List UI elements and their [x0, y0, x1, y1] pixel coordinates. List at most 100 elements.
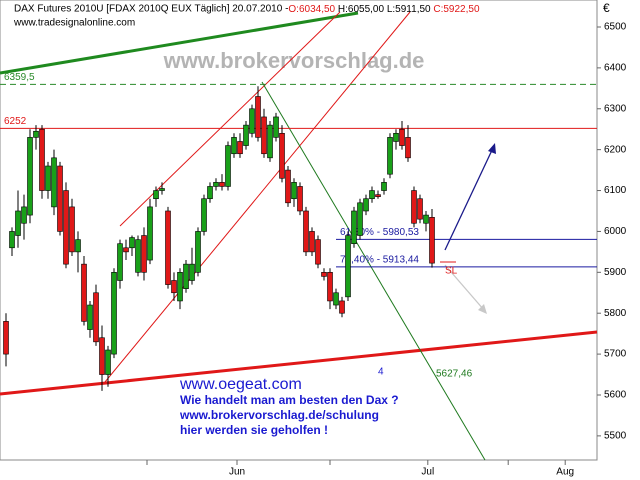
y-tick-label: 5600	[604, 390, 627, 401]
candle-body	[237, 141, 243, 155]
candle-body	[381, 182, 387, 191]
candle-body	[225, 145, 231, 187]
arrow-head	[478, 304, 487, 314]
y-tick-label: 6000	[604, 226, 627, 237]
trendline	[261, 81, 486, 461]
header-value: O:6034,50	[288, 4, 335, 15]
candle-body	[9, 231, 15, 249]
candle-body	[387, 137, 393, 175]
y-tick-label: 6500	[604, 22, 627, 33]
level-label: 6252	[4, 116, 27, 127]
candle-body	[213, 182, 219, 187]
candle-body	[297, 186, 303, 212]
candle-body	[351, 210, 357, 244]
candle-body	[423, 214, 429, 224]
candle-body	[81, 263, 87, 322]
wave-label: 4	[378, 367, 384, 378]
candle-body	[285, 169, 291, 204]
note: hier werden sie geholfen !	[180, 423, 328, 437]
candle-body	[363, 198, 369, 212]
candle-body	[393, 132, 399, 142]
candle-body	[93, 292, 99, 343]
candle-body	[339, 300, 345, 314]
channel-line	[104, 11, 411, 383]
candle-body	[153, 190, 159, 200]
y-tick-label: 5900	[604, 267, 627, 278]
note: Wie handelt man am besten den Dax ?	[180, 393, 399, 407]
candle-body	[375, 194, 381, 197]
candle-body	[165, 210, 171, 285]
level-label: 76,40% - 5913,44	[340, 254, 419, 265]
currency: €	[603, 1, 610, 15]
candle-body	[321, 272, 327, 277]
candle-body	[99, 337, 105, 375]
y-tick-label: 6200	[604, 144, 627, 155]
y-tick-label: 6100	[604, 185, 627, 196]
candle-body	[171, 280, 177, 294]
trendline	[0, 11, 359, 75]
candle-body	[87, 304, 93, 330]
y-tick-label: 6400	[604, 63, 627, 74]
header: DAX Futures 2010U [FDAX 2010Q EUX Täglic…	[14, 4, 480, 15]
candle-body	[399, 128, 405, 146]
candle-body	[39, 128, 45, 191]
candle-body	[111, 272, 117, 355]
candle-body	[201, 198, 207, 232]
candle-body	[357, 202, 363, 236]
candle-body	[183, 263, 189, 289]
level-label: 61,80% - 5980,53	[340, 227, 419, 238]
candle-body	[75, 239, 81, 253]
candle-body	[195, 231, 201, 273]
header-value: H:6055,00	[335, 4, 384, 15]
candle-body	[417, 198, 423, 220]
candle-body	[273, 116, 279, 138]
candle-body	[429, 217, 435, 264]
source: www.tradesignalonline.com	[13, 18, 135, 29]
candle-body	[267, 124, 273, 159]
candle-body	[177, 272, 183, 302]
candle-body	[141, 235, 147, 273]
candle-body	[117, 243, 123, 281]
candle-body	[261, 116, 267, 155]
candle-body	[147, 206, 153, 261]
candle-body	[291, 182, 297, 200]
y-tick-label: 5500	[604, 431, 627, 442]
candle-body	[327, 272, 333, 302]
y-tick-label: 5800	[604, 308, 627, 319]
candle-body	[3, 321, 9, 355]
candle-body	[27, 137, 33, 216]
candle-body	[57, 165, 63, 232]
candle-body	[45, 165, 51, 191]
candle-body	[255, 96, 261, 138]
candle-body	[21, 206, 27, 224]
candle-body	[315, 239, 321, 265]
note: www.brokervorschlag.de/schulung	[179, 408, 379, 422]
candle-body	[123, 247, 129, 253]
candle-body	[69, 206, 75, 253]
candle-body	[303, 210, 309, 253]
stop-label: SL	[445, 266, 458, 277]
candle-body	[369, 190, 375, 200]
candle-body	[63, 190, 69, 265]
header-value: L:5911,50	[384, 4, 431, 15]
candle-body	[333, 292, 339, 306]
candle-body	[231, 137, 237, 155]
candle-body	[33, 130, 39, 138]
level-label: 6359,5	[4, 72, 35, 83]
y-tick-label: 5700	[604, 349, 627, 360]
candle-body	[159, 188, 165, 191]
candle-body	[405, 137, 411, 159]
x-tick-label: Aug	[556, 467, 574, 478]
candle-body	[345, 235, 351, 298]
candle-body	[189, 263, 195, 281]
x-tick-label: Jun	[229, 467, 245, 478]
candle-body	[411, 190, 417, 224]
candle-body	[243, 124, 249, 146]
target-label: 5627,46	[436, 369, 473, 380]
arrow	[444, 147, 494, 251]
candle-body	[15, 210, 21, 236]
candle-body	[129, 237, 135, 249]
candle-body	[207, 186, 213, 200]
candle-body	[309, 231, 315, 253]
